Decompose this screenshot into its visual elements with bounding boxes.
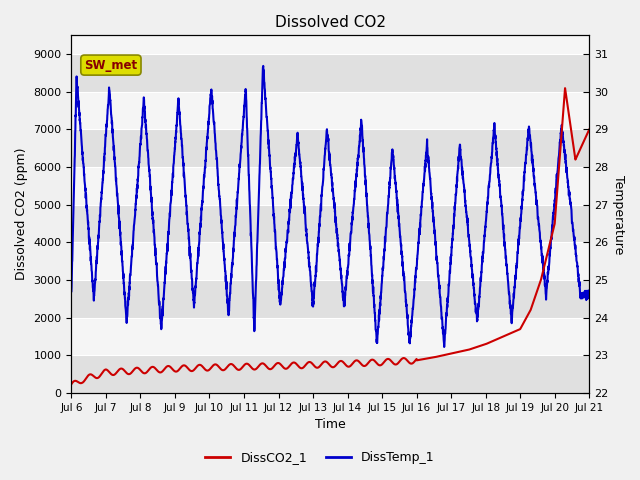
DissTemp_1 <box>586 292 593 298</box>
DissTemp_1 <box>575 279 583 285</box>
DissCO2_1 <box>561 85 569 91</box>
DissTemp_1 <box>266 166 274 171</box>
DissTemp_1 <box>127 271 134 277</box>
DissCO2_1 <box>575 148 583 154</box>
Bar <box>72 130 589 167</box>
Legend: DissCO2_1, DissTemp_1: DissCO2_1, DissTemp_1 <box>200 446 440 469</box>
Bar <box>72 280 589 318</box>
DissCO2_1 <box>289 360 296 366</box>
DissCO2_1 <box>68 381 76 387</box>
DissTemp_1 <box>440 344 448 350</box>
DissCO2_1 <box>157 370 165 375</box>
Bar <box>72 356 589 393</box>
DissTemp_1 <box>289 181 296 187</box>
Line: DissCO2_1: DissCO2_1 <box>72 88 589 384</box>
Line: DissTemp_1: DissTemp_1 <box>72 66 589 347</box>
Y-axis label: Dissolved CO2 (ppm): Dissolved CO2 (ppm) <box>15 148 28 280</box>
DissCO2_1 <box>266 366 274 372</box>
Title: Dissolved CO2: Dissolved CO2 <box>275 15 386 30</box>
DissTemp_1 <box>157 326 165 332</box>
Y-axis label: Temperature: Temperature <box>612 175 625 254</box>
DissCO2_1 <box>127 371 134 376</box>
DissCO2_1 <box>520 321 527 326</box>
Text: SW_met: SW_met <box>84 59 138 72</box>
Bar <box>72 54 589 92</box>
DissTemp_1 <box>259 63 267 69</box>
Bar <box>72 205 589 242</box>
DissTemp_1 <box>520 181 527 187</box>
DissCO2_1 <box>586 127 593 132</box>
DissTemp_1 <box>68 288 76 294</box>
X-axis label: Time: Time <box>315 419 346 432</box>
